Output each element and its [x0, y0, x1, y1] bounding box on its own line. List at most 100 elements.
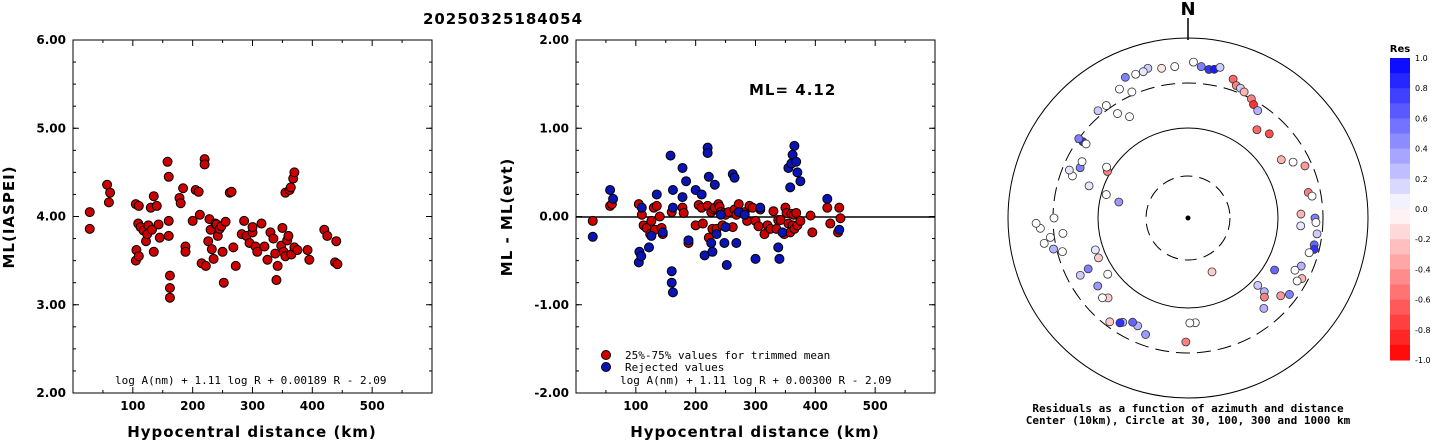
data-point	[792, 167, 803, 178]
station-residual-point	[1090, 245, 1100, 255]
data-point	[683, 235, 694, 246]
legend-label-rejected: Rejected values	[625, 361, 724, 374]
data-point	[785, 182, 796, 193]
station-residual-point	[1081, 139, 1091, 149]
station-residual-point	[1115, 318, 1125, 328]
colorbar-cell	[1390, 193, 1410, 210]
station-residual-point	[1039, 238, 1049, 248]
residual-colorbar: Res 1.0 0.8 0.6 0.4 0.2 0.0 -0.2 -0.4 -0.6 -0.8 -1…	[1390, 44, 1431, 365]
polar-caption-line1: Residuals as a function of azimuth and d…	[1032, 402, 1344, 415]
data-point	[791, 156, 802, 167]
data-point	[696, 189, 707, 200]
data-point	[332, 259, 343, 270]
station-residual-point	[1031, 218, 1041, 228]
colorbar-cell	[1390, 239, 1410, 255]
data-point	[834, 224, 845, 235]
station-residual-point	[1253, 280, 1263, 290]
data-point	[636, 251, 647, 262]
data-point	[206, 244, 217, 255]
colorbar-tick-label: 1.0	[1415, 54, 1428, 63]
data-point	[289, 167, 300, 178]
station-residual-point	[1252, 125, 1262, 135]
station-residual-point	[1077, 157, 1087, 167]
data-point	[193, 186, 204, 197]
station-residual-point	[1270, 265, 1279, 275]
x-tick-label: 100	[623, 399, 648, 413]
station-residual-point	[1285, 290, 1294, 299]
ring-100km	[1097, 127, 1279, 309]
data-point	[643, 242, 654, 253]
colorbar-cell	[1390, 178, 1410, 195]
data-point	[795, 215, 806, 226]
data-point	[667, 202, 678, 213]
data-point	[228, 242, 239, 253]
station-residual-point	[1138, 67, 1148, 77]
station-residual-point	[1170, 62, 1180, 71]
data-point	[178, 183, 189, 194]
data-point	[105, 187, 116, 198]
data-point	[200, 260, 211, 271]
station-residual-point	[1101, 101, 1111, 110]
station-residual-point	[1181, 337, 1191, 347]
colorbar-tick-label: 0.2	[1415, 175, 1428, 184]
ml-vs-distance-panel: 100 200 300 400 500 2.00 3.00 4.00 5.00 6.00 log …	[0, 33, 433, 441]
data-point	[272, 260, 283, 271]
data-point	[711, 229, 722, 240]
x-tick-label: 400	[300, 399, 325, 413]
colorbar-cell	[1390, 73, 1410, 89]
y-tick-label: 0.00	[539, 210, 569, 224]
data-point	[677, 192, 688, 203]
y-tick-label: 4.00	[36, 210, 66, 224]
data-point	[153, 219, 164, 230]
station-residual-point	[1290, 265, 1300, 275]
data-point	[666, 266, 677, 277]
data-point	[755, 202, 766, 213]
data-point	[322, 230, 333, 241]
colorbar-cell	[1390, 299, 1410, 316]
station-residual-point	[1276, 155, 1286, 165]
data-point	[252, 246, 263, 257]
station-residual-point	[1249, 100, 1258, 109]
colorbar-tick-label: -0.4	[1415, 265, 1431, 274]
x-tick-label: 500	[360, 399, 385, 413]
station-residual-point	[1189, 57, 1198, 67]
x-axis-label: Hypocentral distance (km)	[630, 423, 880, 441]
data-point	[807, 227, 818, 238]
station-residual-point	[1304, 248, 1314, 258]
x-tick-label: 400	[803, 399, 828, 413]
station-residual-point	[1215, 62, 1225, 72]
data-point	[151, 200, 162, 211]
data-point	[720, 222, 731, 233]
polar-caption-line2: Center (10km), Circle at 30, 100, 300 an…	[1026, 414, 1351, 427]
data-point	[729, 172, 740, 183]
y-tick-label: 1.00	[539, 121, 569, 135]
data-point	[667, 185, 678, 196]
colorbar-cell	[1390, 224, 1410, 240]
station-residual-point	[1196, 62, 1206, 71]
colorbar-cell	[1390, 284, 1410, 301]
station-residual-point	[1074, 134, 1084, 144]
data-point	[247, 222, 258, 233]
colorbar-cell	[1390, 344, 1410, 361]
colorbar-cell	[1390, 103, 1410, 119]
data-point	[608, 193, 619, 204]
data-point	[226, 186, 237, 197]
data-point	[208, 253, 219, 264]
data-point	[262, 254, 273, 265]
magnitude-formula: log A(nm) + 1.11 log R + 0.00189 R - 2.0…	[115, 374, 387, 387]
station-residual-point	[1064, 165, 1074, 175]
colorbar-cell	[1390, 329, 1410, 346]
x-tick-label: 200	[683, 399, 708, 413]
station-residual-point	[1113, 109, 1122, 118]
data-point	[148, 191, 159, 202]
data-point	[822, 202, 833, 213]
station-residual-point	[1098, 293, 1107, 303]
data-point	[665, 150, 676, 161]
data-point	[753, 221, 764, 232]
data-point	[605, 185, 616, 196]
epicenter-dot	[1185, 215, 1191, 221]
data-point	[822, 193, 833, 204]
data-point	[259, 241, 270, 252]
station-residual-point	[1307, 191, 1317, 201]
data-point	[162, 156, 173, 167]
